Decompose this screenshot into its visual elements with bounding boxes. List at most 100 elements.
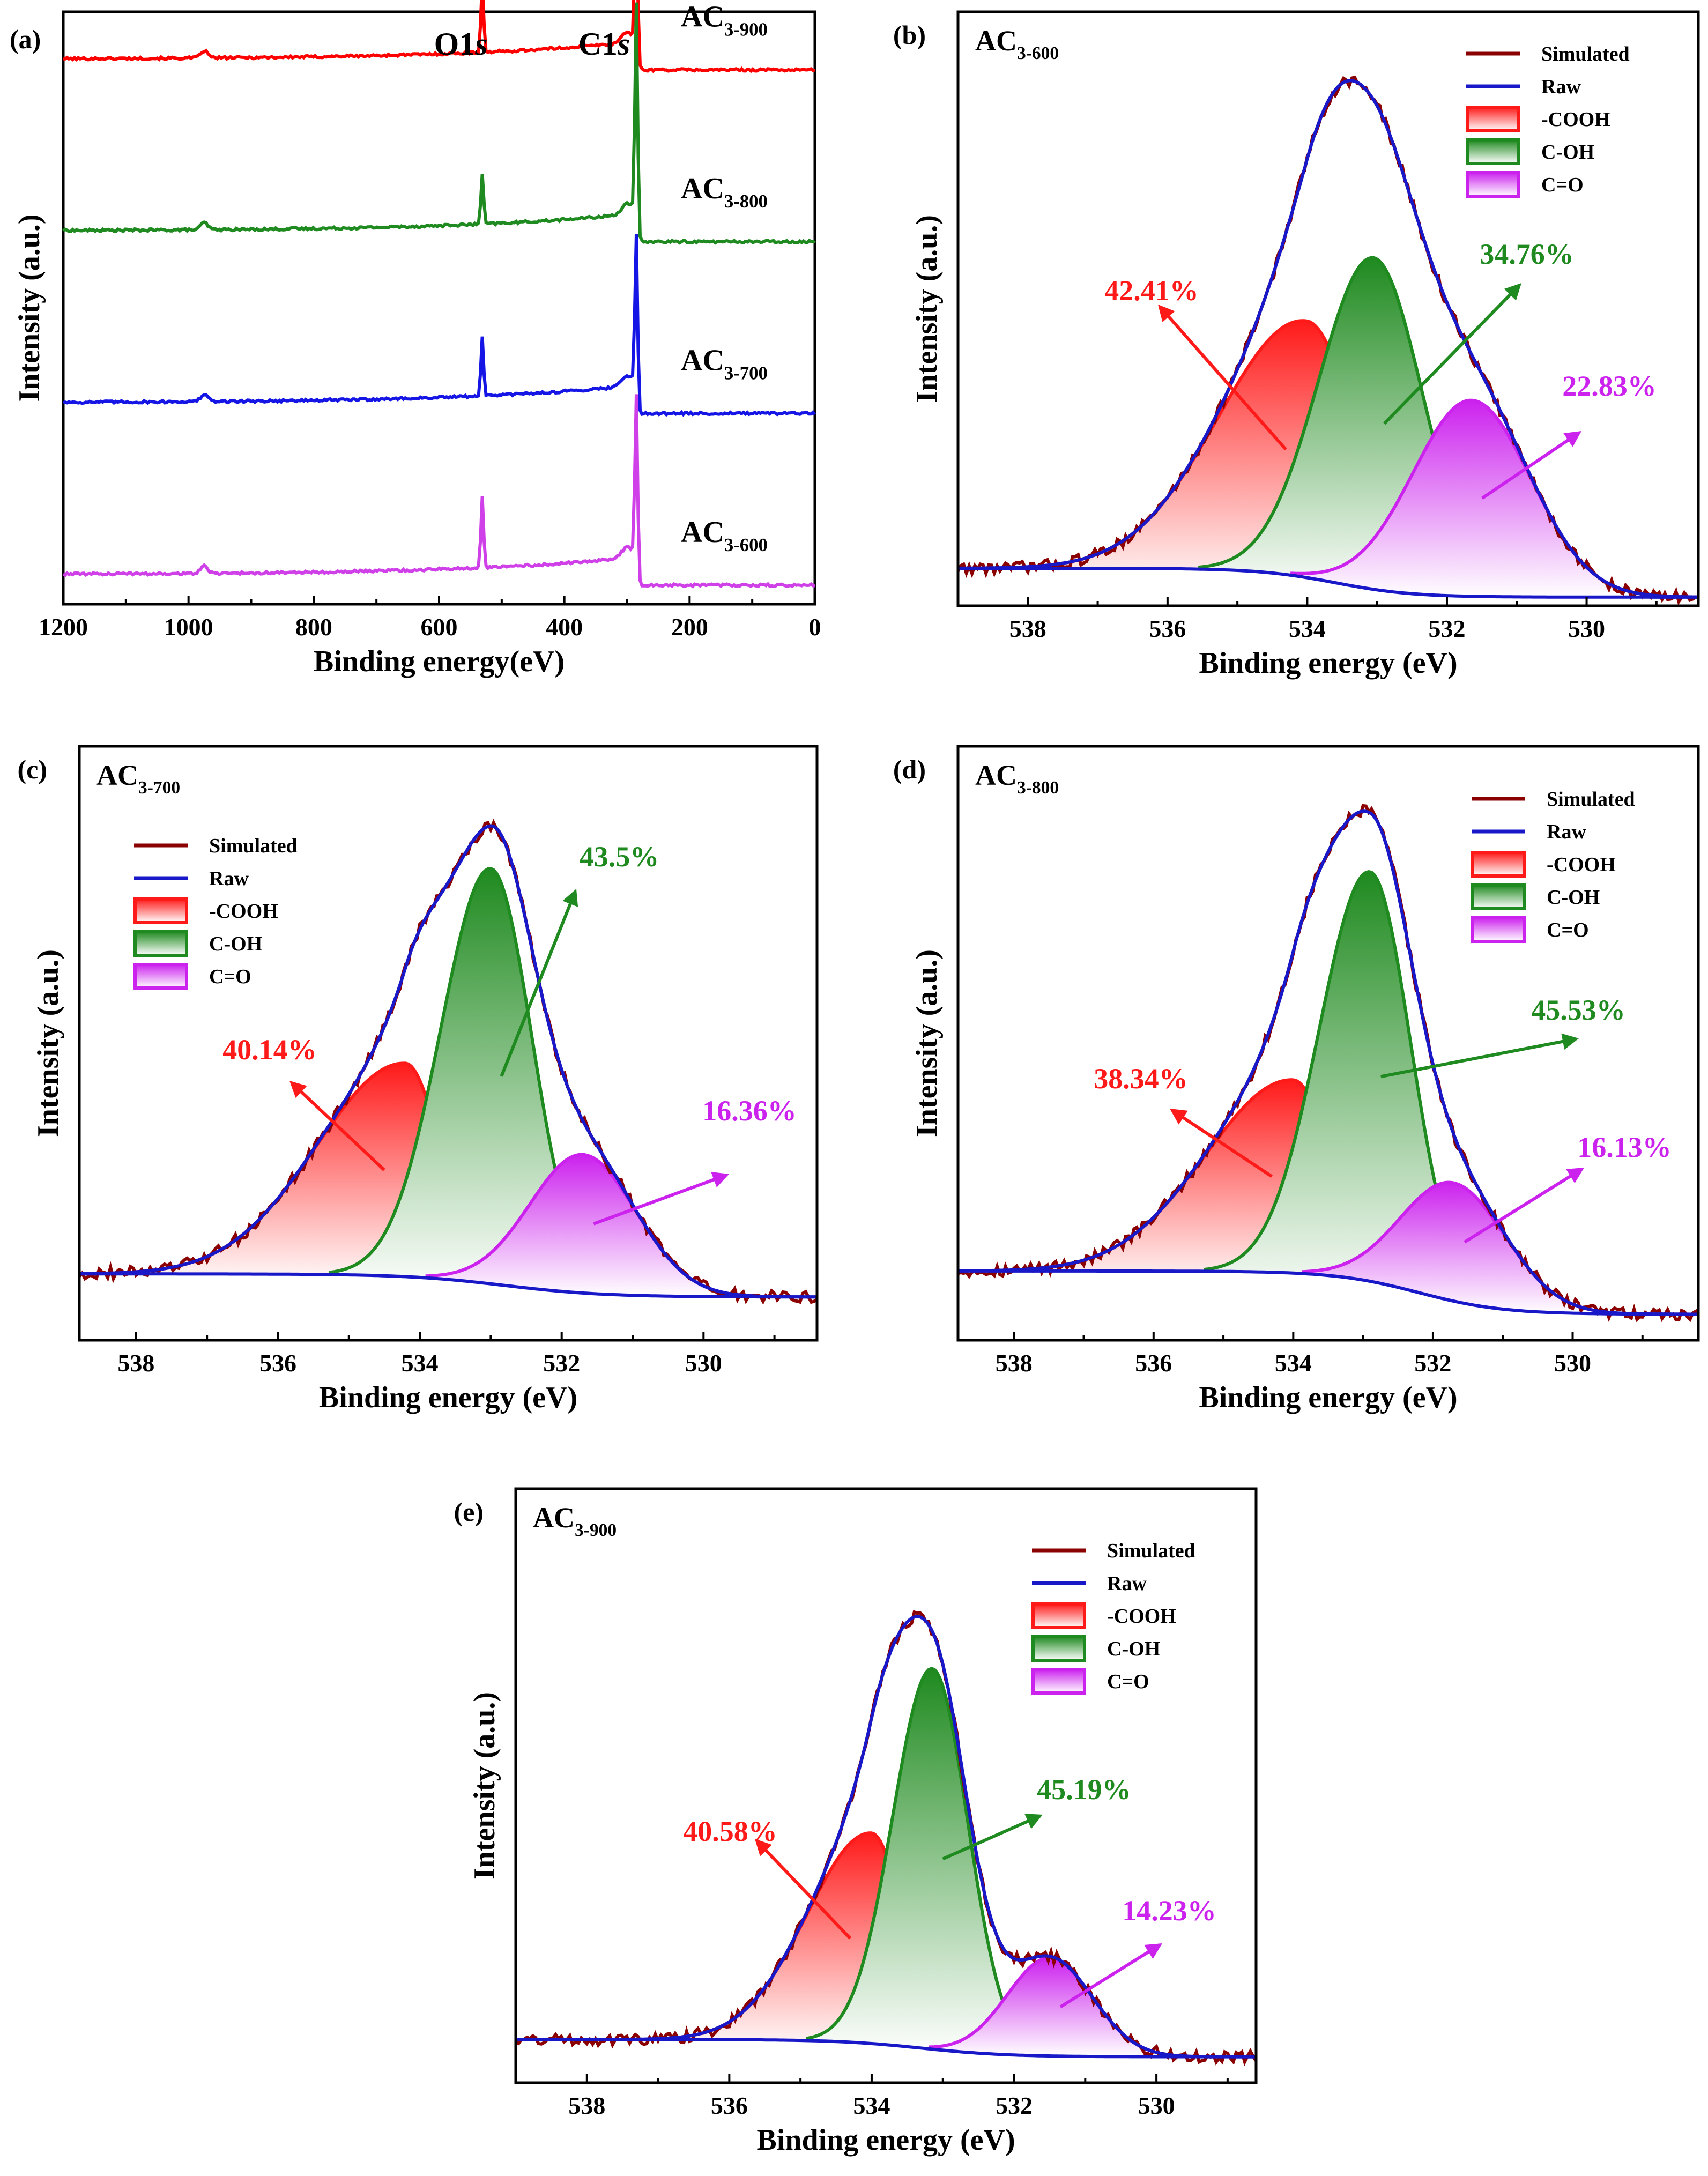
x-tick-label: 532 [996, 2092, 1033, 2119]
legend-label-cooh: -COOH [1107, 1605, 1176, 1628]
series-label-AC3-700: AC3-700 [681, 344, 768, 384]
panel-a: 1200 1000 800 600 400 200 0 AC3-900 AC3-800 AC3-7… [10, 0, 821, 678]
percent-label-cooh: 40.14% [222, 1034, 317, 1066]
legend-label-co: C=O [1547, 919, 1589, 941]
baseline-line [958, 567, 1698, 599]
percent-arrow-co [1481, 435, 1574, 500]
sample-label: AC3-800 [975, 759, 1059, 798]
percent-arrowhead-cooh [1170, 1109, 1188, 1125]
percent-arrow-co [593, 1176, 720, 1226]
panel-letter: (c) [18, 754, 48, 784]
panel-b: 538 536 534 532 530 Binding energy (eV) Intens… [893, 10, 1700, 680]
percent-arrowhead-coh [562, 889, 578, 907]
baseline-line [958, 1269, 1698, 1316]
legend-swatch-cooh [133, 897, 188, 924]
legend-label-co: C=O [1541, 174, 1584, 196]
sample-label: AC3-900 [533, 1502, 617, 1540]
baseline-line [516, 2038, 1256, 2059]
percent-label-coh: 43.5% [580, 841, 659, 873]
component-fill-co [929, 1958, 1171, 2057]
x-tick-label: 800 [295, 613, 332, 641]
series-label-AC3-900: AC3-900 [681, 1, 768, 40]
x-tick-label: 536 [1149, 615, 1186, 642]
plot-frame [78, 745, 819, 1342]
survey-line-AC3-800 [62, 2, 816, 245]
percent-label-co: 22.83% [1562, 370, 1657, 402]
survey-line-AC3-700 [63, 234, 816, 417]
x-tick-label: 530 [1138, 2092, 1175, 2119]
percent-label-coh: 34.76% [1480, 238, 1574, 270]
percent-arrow-cooh [1163, 311, 1287, 451]
percent-arrow-coh [1380, 1038, 1569, 1079]
percent-arrow-cooh [761, 1845, 852, 1940]
x-tick-label: 534 [1289, 615, 1326, 642]
percent-label-co: 16.36% [702, 1095, 797, 1127]
legend-label-cooh: -COOH [1547, 853, 1616, 876]
legend-swatch-coh [133, 930, 188, 957]
panel-letter: (d) [893, 754, 926, 784]
x-tick-label: 530 [1568, 615, 1605, 642]
legend-label-coh: C-OH [1541, 141, 1594, 164]
percent-arrow-co [1464, 1172, 1576, 1244]
percent-arrow-cooh [1177, 1113, 1273, 1178]
x-tick-label: 1200 [39, 613, 88, 641]
x-tick-label: 538 [1009, 615, 1046, 642]
legend-label-raw: Raw [1107, 1572, 1147, 1595]
legend-swatch-co [133, 963, 188, 990]
percent-arrowhead-co [711, 1171, 729, 1187]
percent-arrow-coh [500, 898, 574, 1077]
x-tick-label: 538 [568, 2092, 605, 2119]
y-axis-label: Intensity (a.u.) [910, 949, 944, 1137]
x-axis-label: Binding energy (eV) [756, 2123, 1015, 2157]
percent-arrowhead-cooh [1158, 305, 1175, 322]
component-fill-co [425, 1154, 741, 1297]
percent-arrowhead-cooh [755, 1839, 773, 1856]
legend-swatch-cooh [1471, 851, 1526, 878]
component-fill-co [1302, 1182, 1606, 1314]
x-tick-label: 532 [543, 1349, 580, 1377]
legend-label-raw: Raw [209, 867, 249, 890]
legend-label-simulated: Simulated [1547, 788, 1635, 811]
percent-arrowhead-cooh [289, 1081, 307, 1098]
x-tick-label: 1000 [164, 613, 213, 641]
legend-label-coh: C-OH [1547, 886, 1600, 909]
percent-arrowhead-coh [1561, 1033, 1579, 1050]
panel-letter: (b) [893, 20, 926, 50]
sample-label: AC3-700 [96, 759, 180, 798]
legend-label-coh: C-OH [1107, 1638, 1160, 1660]
sample-label: AC3-600 [975, 25, 1059, 63]
raw-line [958, 809, 1698, 1316]
x-axis-label: Binding energy(eV) [314, 645, 565, 678]
legend-swatch-coh [1466, 138, 1520, 165]
peak-label: C1s [578, 26, 630, 62]
legend-label-co: C=O [209, 966, 251, 988]
percent-arrow-co [1059, 1948, 1154, 2009]
panel-c: 538 536 534 532 530 Binding energy (eV) Intens… [18, 745, 819, 1414]
percent-arrowhead-coh [1504, 283, 1521, 301]
x-axis-label: Binding energy (eV) [1199, 1381, 1457, 1414]
legend-swatch-coh [1031, 1635, 1086, 1662]
x-tick-label: 534 [853, 2092, 890, 2119]
survey-line-AC3-900 [63, 0, 815, 73]
legend-swatch-co [1031, 1668, 1086, 1695]
legend-swatch-cooh [1466, 106, 1520, 132]
x-tick-label: 534 [1275, 1349, 1312, 1377]
survey-line-AC3-600 [63, 394, 815, 589]
component-fill-coh [806, 1668, 1049, 2056]
percent-arrowhead-co [1144, 1943, 1162, 1959]
x-axis-label: Binding energy (eV) [319, 1381, 577, 1414]
y-axis-label: Intensity (a.u.) [910, 215, 944, 403]
component-fill-co [1290, 400, 1654, 597]
panel-letter: (e) [454, 1497, 484, 1527]
x-tick-label: 538 [117, 1349, 154, 1377]
legend-label-simulated: Simulated [1541, 43, 1630, 65]
legend-label-raw: Raw [1541, 76, 1581, 98]
panel-letter: (a) [10, 24, 41, 54]
percent-label-cooh: 38.34% [1094, 1063, 1188, 1095]
percent-label-cooh: 40.58% [683, 1815, 777, 1847]
percent-arrow-coh [1383, 289, 1516, 425]
plot-frame [956, 10, 1700, 607]
legend-label-co: C=O [1107, 1670, 1149, 1693]
x-tick-label: 200 [671, 613, 708, 641]
x-tick-label: 536 [259, 1349, 296, 1377]
